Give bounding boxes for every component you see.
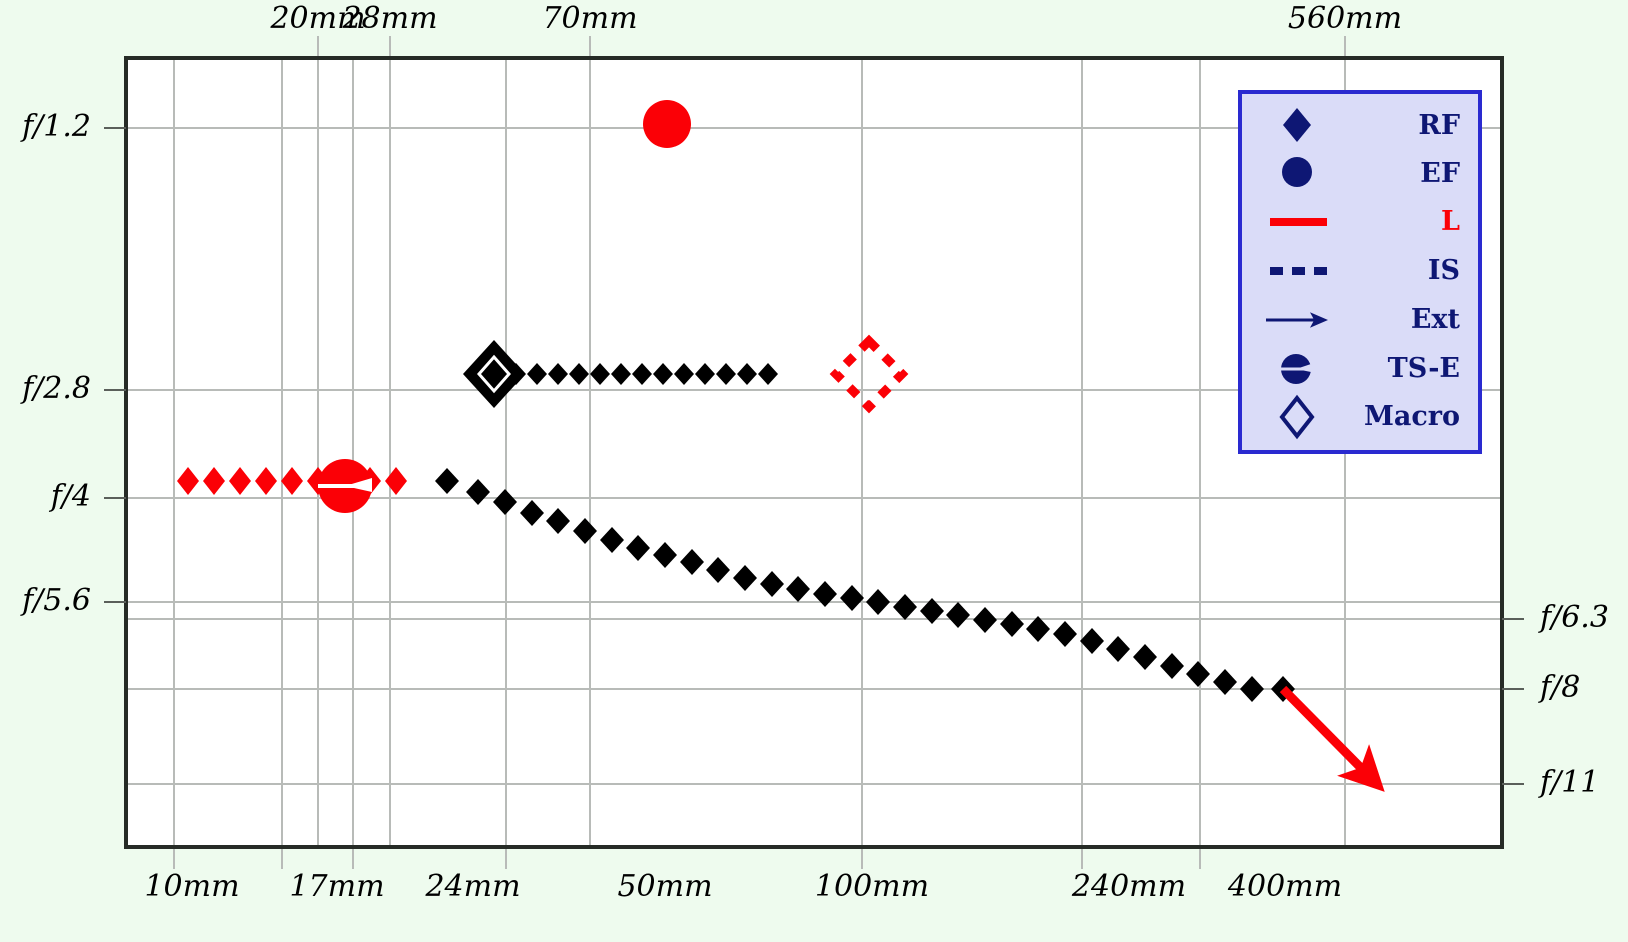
right-axis-ticks xyxy=(1502,618,1524,785)
legend-hollow-diamond-icon xyxy=(1279,394,1315,440)
legend xyxy=(1238,90,1482,454)
series-rf-28-70-f2p8-is xyxy=(506,363,778,385)
legend-filled-circle-icon xyxy=(1282,157,1312,187)
x-tick-top-28mm: 28mm xyxy=(342,1,438,36)
y-tick-right-f8: f/8 xyxy=(1540,670,1581,705)
marker-macro-100mm-dashed xyxy=(829,334,909,414)
y-tick-right-f6p3: f/6.3 xyxy=(1540,600,1609,635)
x-tick-bottom-100mm: 100mm xyxy=(814,869,930,904)
x-tick-bottom-17mm: 17mm xyxy=(289,869,385,904)
legend-label-l: L xyxy=(1441,206,1460,237)
series-rf-10-20-f4-L xyxy=(177,467,407,495)
x-tick-bottom-10mm: 10mm xyxy=(144,869,240,904)
legend-label-ext: Ext xyxy=(1410,304,1460,335)
x-tick-bottom-240mm: 240mm xyxy=(1071,869,1187,904)
x-tick-top-20mm: 20mm xyxy=(270,1,366,36)
plot-frame xyxy=(124,56,1504,849)
series-variable-aperture-zoom xyxy=(435,468,1295,702)
y-tick-left-f1p2: f/1.2 xyxy=(22,109,91,144)
x-tick-bottom-24mm: 24mm xyxy=(425,869,521,904)
y-tick-left-f5p6: f/5.6 xyxy=(22,583,91,618)
marker-ts-e-17mm xyxy=(318,459,372,513)
x-tick-bottom-400mm: 400mm xyxy=(1227,869,1343,904)
x-tick-bottom-50mm: 50mm xyxy=(617,869,713,904)
x-tick-top-560mm: 560mm xyxy=(1287,1,1403,36)
marker-ef-50mm-f1p2 xyxy=(643,100,691,148)
legend-label-macro: Macro xyxy=(1363,401,1460,432)
y-tick-left-f2p8: f/2.8 xyxy=(22,371,91,406)
legend-label-ef: EF xyxy=(1420,158,1460,189)
marker-extender-arrow xyxy=(1279,685,1385,792)
legend-label-ts-e: TS-E xyxy=(1387,353,1460,384)
legend-filled-diamond-icon xyxy=(1283,108,1311,142)
x-tick-top-70mm: 70mm xyxy=(542,1,638,36)
legend-label-is: IS xyxy=(1427,255,1460,286)
legend-label-rf: RF xyxy=(1418,110,1460,141)
y-tick-left-f4: f/4 xyxy=(50,479,91,514)
left-axis-ticks xyxy=(104,127,126,603)
y-tick-right-f11: f/11 xyxy=(1540,765,1600,800)
legend-tilt-shift-icon xyxy=(1281,354,1312,384)
marker-macro-28mm xyxy=(463,340,525,408)
